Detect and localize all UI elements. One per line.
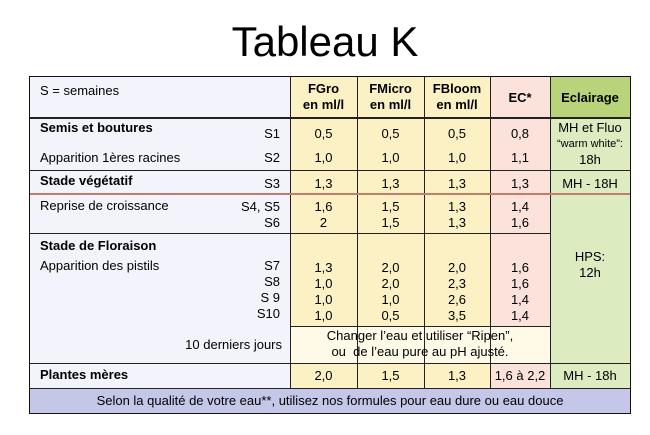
grid-line (30, 363, 630, 364)
cell-value: 1,5 (381, 368, 400, 383)
eclairage-semis-hours: 18h (579, 152, 601, 167)
grid-line (424, 77, 425, 388)
separator-line (30, 193, 630, 195)
grid-line (490, 77, 491, 388)
week-label: S2 (264, 150, 280, 165)
cell-values: 2,0 2,0 1,0 0,5 (381, 260, 400, 323)
cell-values: 1,6 2 (314, 199, 333, 230)
row-label-reprise: Reprise de croissance (40, 198, 169, 213)
cell-value: 1,3 (510, 176, 530, 191)
cell-values: 1,6 1,6 1,4 1,4 (510, 260, 530, 323)
cell-value: 1,0 (381, 150, 400, 165)
eclairage-column-bg (550, 77, 630, 388)
cell-values: 1,5 1,5 (381, 199, 400, 230)
column-header-fgro: FGro en ml/l (302, 81, 345, 112)
cell-value: 1,3 (314, 176, 333, 191)
week-labels: S4, S5 S6 (240, 199, 280, 230)
page-title: Tableau K (231, 18, 419, 65)
grid-line (30, 388, 630, 389)
footer-bg (30, 388, 630, 413)
grid-line (290, 326, 550, 327)
cell-value: 1,3 (381, 176, 400, 191)
column-header-fbloom: FBloom en ml/l (432, 81, 482, 112)
week-label: S3 (264, 176, 280, 191)
cell-value: 0,5 (381, 126, 400, 141)
week-labels: S7 S8 S 9 S10 (256, 258, 280, 321)
cell-value: 1,1 (510, 150, 530, 165)
column-header-eclairage: Eclairage (561, 90, 619, 105)
week-label: S1 (264, 126, 280, 141)
grid-line (30, 170, 630, 171)
row-label-racines: Apparition 1ères racines (40, 150, 181, 165)
ripen-note: Changer l’eau et utiliser “Ripen”, ou de… (326, 328, 514, 359)
row-label-last-days: 10 derniers jours (185, 337, 282, 352)
grid-line (30, 117, 630, 119)
row-title-vegetatif: Stade végétatif (40, 173, 133, 188)
eclairage-header-bg (550, 77, 630, 118)
eclairage-semis: MH et Fluo (558, 120, 622, 135)
column-header-fmicro: FMicro en ml/l (369, 81, 412, 112)
grid-line (290, 77, 291, 388)
footer-note: Selon la qualité de votre eau**, utilise… (96, 393, 564, 408)
cell-value: 0,5 (447, 126, 467, 141)
cell-values: 2,0 2,3 2,6 3,5 (447, 260, 467, 323)
ripen-note-bg (290, 326, 550, 363)
label-column-bg (30, 77, 290, 388)
cell-values: 1,3 1,0 1,0 1,0 (314, 260, 333, 323)
eclairage-semis-detail: “warm white”: (556, 138, 623, 150)
cell-value: 2,0 (314, 368, 333, 383)
grid-line (550, 77, 551, 388)
eclairage-meres: MH - 18h (563, 368, 617, 383)
grid-line (357, 77, 358, 388)
row-title-meres: Plantes mères (40, 367, 129, 382)
column-header-ec: EC* (508, 90, 532, 105)
row-title-floraison: Stade de Floraison (40, 238, 157, 253)
row-label-pistils: Apparition des pistils (40, 258, 160, 273)
cell-value: 0,5 (314, 126, 333, 141)
eclairage-floraison: HPS: 12h (574, 249, 606, 280)
cell-value: 1,3 (447, 368, 467, 383)
cell-value: 0,8 (510, 126, 530, 141)
eclairage-vegetatif: MH - 18H (562, 176, 618, 191)
cell-value: 1,3 (447, 176, 467, 191)
grid-line (30, 233, 550, 234)
cell-value: 1,0 (447, 150, 467, 165)
cell-values: 1,4 1,6 (510, 199, 530, 230)
legend-text: S = semaines (40, 83, 120, 98)
cell-value: 1,0 (314, 150, 333, 165)
cell-values: 1,3 1,3 (447, 199, 467, 230)
nutrient-schedule-table: S = semaines FGro en ml/l FMicro en ml/l… (29, 76, 631, 414)
row-title-semis: Semis et boutures (40, 120, 153, 135)
cell-value: 1,6 à 2,2 (494, 368, 546, 383)
